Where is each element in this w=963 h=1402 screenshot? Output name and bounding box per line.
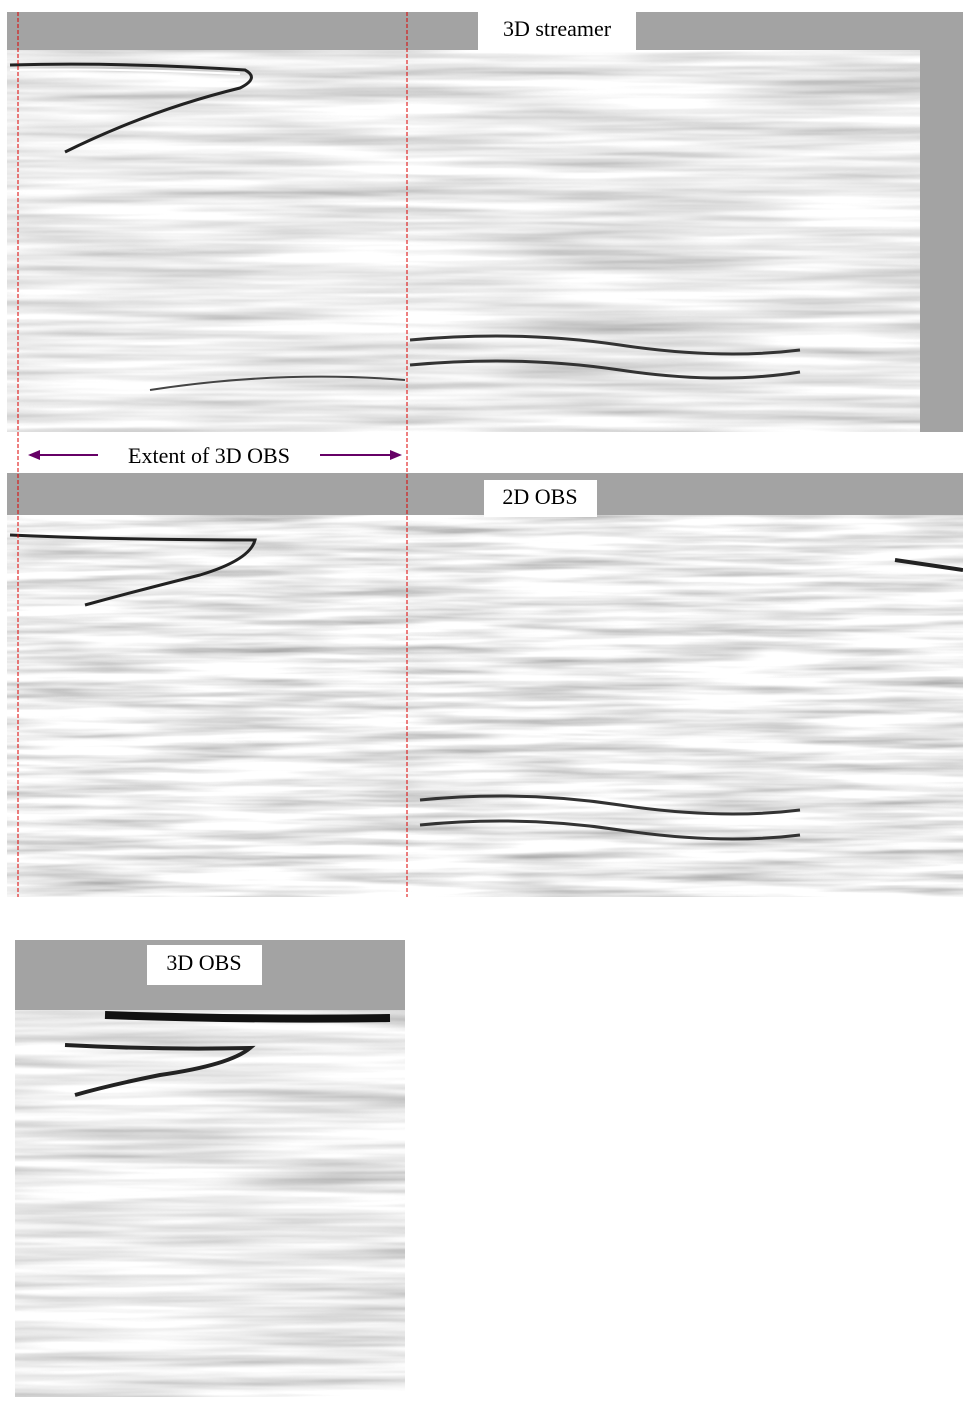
figure: 3D streamer Extent of 3D OBS 2D OBS 3D O…: [0, 0, 963, 1397]
panel-3d-obs: 3D OBS: [15, 940, 405, 1397]
seismic-image: [7, 515, 963, 897]
extent-annotation: Extent of 3D OBS: [28, 443, 402, 468]
annotation-label: Extent of 3D OBS: [128, 443, 290, 468]
panel-label: 2D OBS: [502, 484, 577, 509]
water-column: [7, 12, 920, 50]
seismic-image: [15, 1010, 405, 1397]
arrow-head: [390, 450, 402, 460]
panel-label: 3D OBS: [166, 950, 241, 975]
arrow-head: [28, 450, 40, 460]
panel-3d-streamer: 3D streamer: [7, 12, 963, 432]
panel-2d-obs: 2D OBS: [7, 473, 963, 897]
panel-label: 3D streamer: [503, 16, 612, 41]
reflector: [105, 1015, 390, 1019]
